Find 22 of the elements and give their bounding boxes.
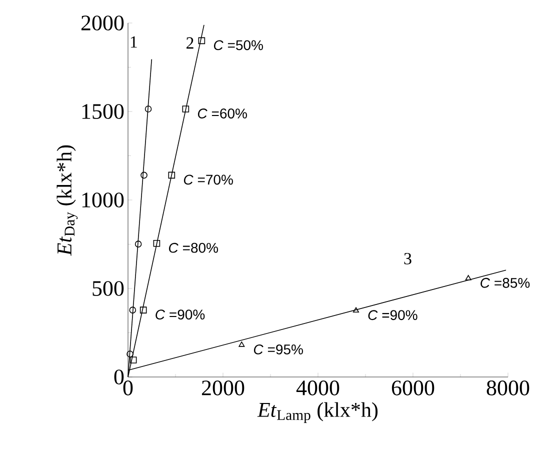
y-tick-label: 0 bbox=[114, 370, 124, 384]
annotation: C =50% bbox=[214, 40, 263, 50]
series-label: 1 bbox=[130, 36, 137, 48]
x-tick-label: 8000 bbox=[486, 380, 530, 396]
annotation: C =90% bbox=[368, 310, 418, 320]
x-axis-title: Et$_{Lamp}$ (klx*h) bbox=[257, 402, 378, 424]
x-tick-label: 2000 bbox=[202, 380, 244, 396]
y-tick-label: 1000 bbox=[82, 192, 124, 208]
annotation: C =85% bbox=[480, 278, 530, 288]
annotation: C =90% bbox=[156, 310, 205, 320]
annotation: C =95% bbox=[254, 344, 303, 354]
y-tick-label: 500 bbox=[92, 281, 124, 296]
x-tick-label: 4000 bbox=[296, 380, 340, 396]
annotation: C =80% bbox=[168, 242, 218, 253]
annotation: C =60% bbox=[198, 108, 247, 118]
series-label: 2 bbox=[186, 37, 194, 49]
y-tick-label: 2000 bbox=[81, 16, 124, 30]
x-tick-label: 6000 bbox=[392, 380, 434, 396]
y-axis-title: Et$_{Day}$ (klx*h) bbox=[56, 145, 78, 256]
annotation: C =70% bbox=[184, 174, 233, 185]
y-tick-label: 1500 bbox=[82, 104, 124, 119]
series-label: 3 bbox=[404, 252, 412, 264]
